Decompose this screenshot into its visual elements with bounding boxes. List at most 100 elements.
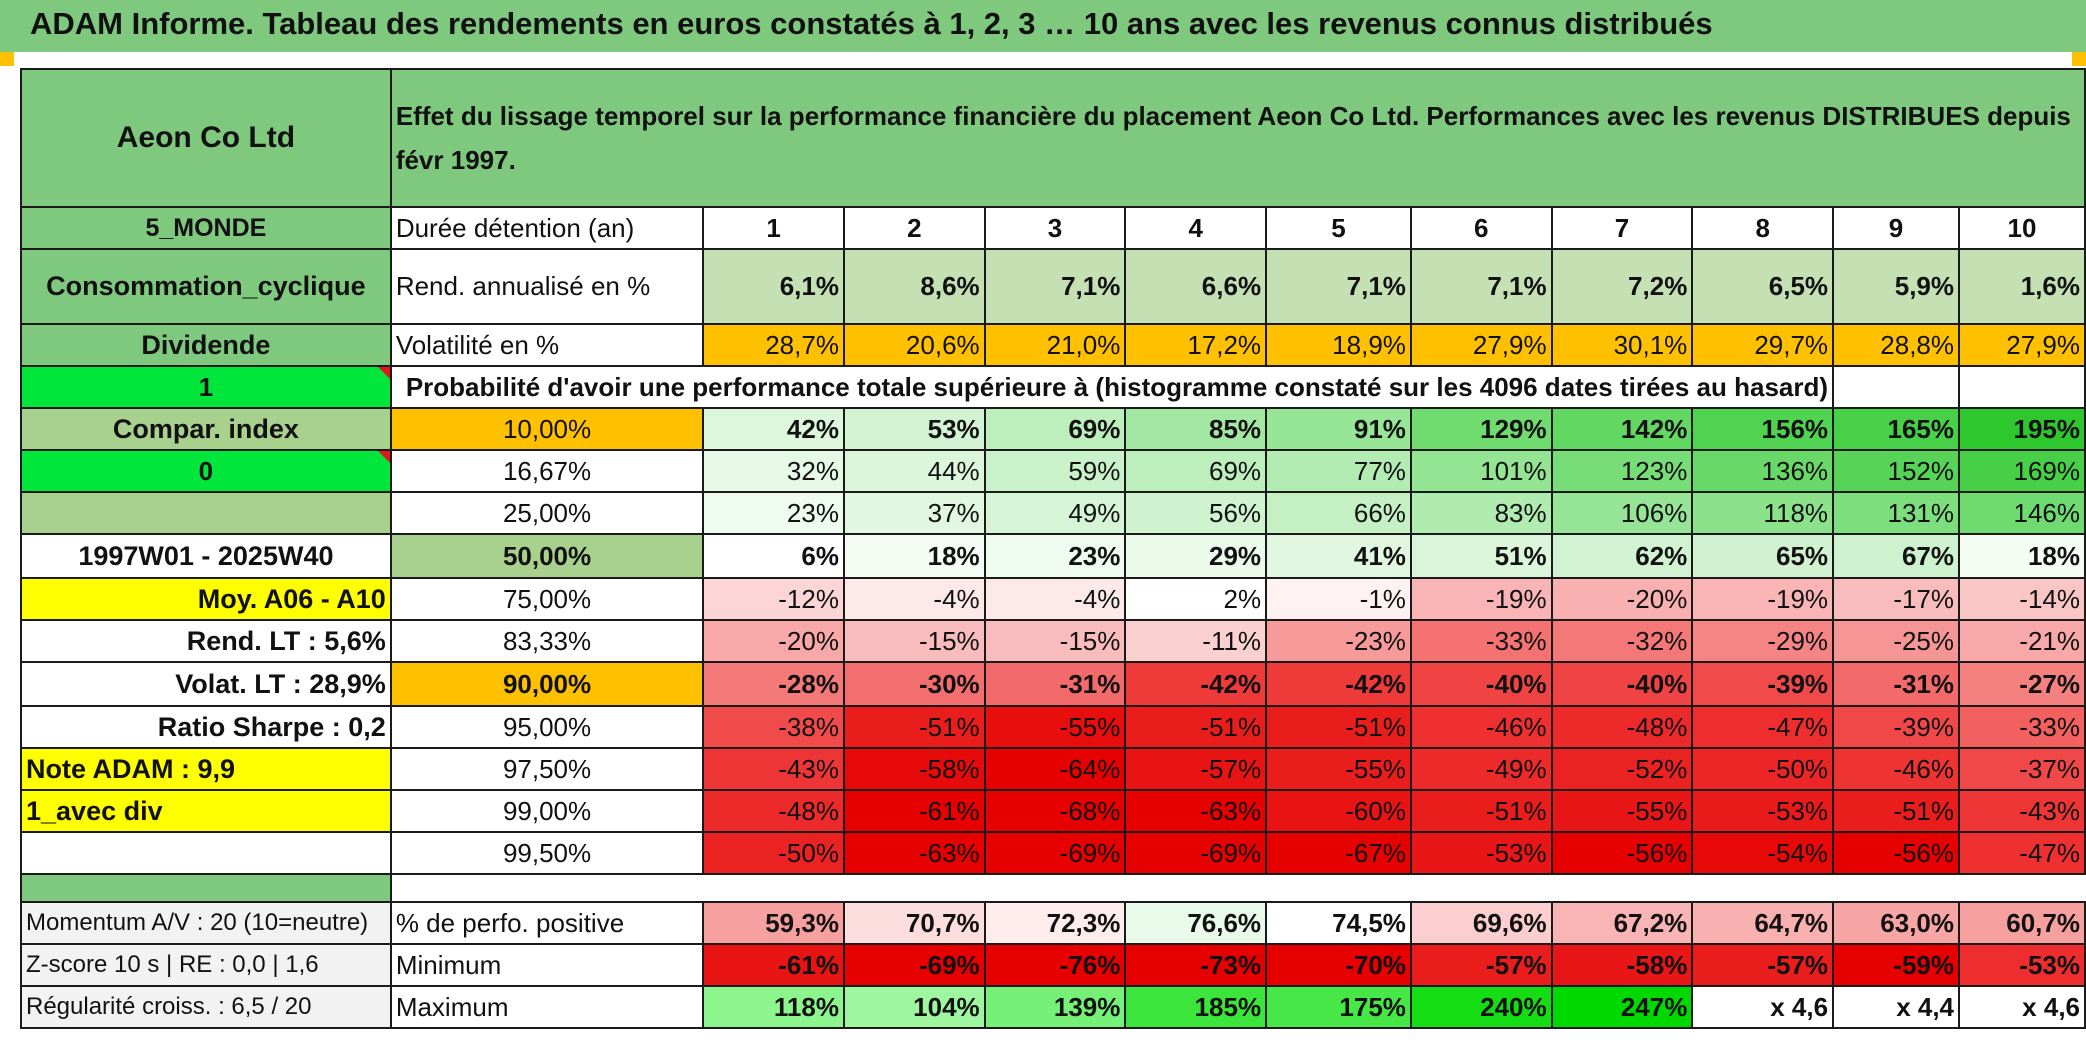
positive-cell: 69,6% [1409,901,1553,945]
quantile-label: 16,67% [389,449,705,493]
quantile-label: 97,50% [389,747,705,791]
quantile-label: 95,00% [389,705,705,749]
minimum-cell: -69% [842,943,986,987]
quantile-cell: -51% [1409,789,1553,833]
vol-cell: 21,0% [983,323,1127,367]
vol-cell: 28,7% [702,323,845,367]
minimum-cell: -76% [983,943,1127,987]
quantile-cell: -43% [702,747,845,791]
quantile-row: Moy. A06 - A10 75,00% -12% -4% -4% 2% -1… [20,577,2086,621]
empty-cell [1832,365,1961,409]
quantile-cell: 85% [1124,407,1268,451]
quantile-cell: -68% [983,789,1127,833]
quantile-cell: 77% [1265,449,1412,493]
quantile-cell: 56% [1124,491,1268,535]
quantile-cell: -55% [1265,747,1412,791]
quantile-cell: 66% [1265,491,1412,535]
vol-cell: 28,8% [1832,323,1961,367]
quantile-cell: 18% [1958,533,2086,579]
quantile-cell: -56% [1550,831,1694,875]
positive-cell: 72,3% [983,901,1127,945]
quantile-cell: 123% [1550,449,1694,493]
positive-cell: 60,7% [1958,901,2086,945]
quantile-cell: -20% [1550,577,1694,621]
quantile-cell: 101% [1409,449,1553,493]
quantile-cell: -29% [1691,619,1835,663]
empty-green-cell [20,491,392,535]
quantile-cell: -15% [842,619,986,663]
positive-cell: 63,0% [1832,901,1961,945]
quantile-cell: -52% [1550,747,1694,791]
minimum-cell: -57% [1409,943,1553,987]
quantile-cell: -51% [1832,789,1961,833]
quantile-cell: -55% [1550,789,1694,833]
quantile-cell: -39% [1691,661,1835,707]
quantile-cell: -63% [842,831,986,875]
quantile-cell: -63% [1124,789,1268,833]
quantile-cell: -69% [1124,831,1268,875]
quantile-cell: -42% [1124,661,1268,707]
rend-cell: 5,9% [1832,248,1961,325]
quantile-cell: 18% [842,533,986,579]
quantile-row: Ratio Sharpe : 0,2 95,00% -38% -51% -55%… [20,705,2086,749]
rend-cell: 6,6% [1124,248,1268,325]
year-header: 9 [1832,206,1961,250]
vol-cell: 18,9% [1265,323,1412,367]
momentum-label: Momentum A/V : 20 (10=neutre) [20,901,392,945]
quantile-cell: -67% [1265,831,1412,875]
quantile-row: Note ADAM : 9,9 97,50% -43% -58% -64% -5… [20,747,2086,791]
positive-label: % de perfo. positive [389,901,705,945]
maximum-cell: x 4,4 [1832,985,1961,1029]
quantile-cell: -61% [842,789,986,833]
minimum-cell: -58% [1550,943,1694,987]
corner-marker [0,52,14,66]
flag-cell-1[interactable]: 1 [20,365,392,409]
quantile-cell: -32% [1550,619,1694,663]
quantile-cell: 129% [1409,407,1553,451]
quantile-cell: -54% [1691,831,1835,875]
quantile-cell: 29% [1124,533,1268,579]
year-header: 4 [1124,206,1268,250]
quantile-cell: -48% [702,789,845,833]
positive-cell: 76,6% [1124,901,1268,945]
quantile-cell: -20% [702,619,845,663]
sector-label: Consommation_cyclique [20,248,392,325]
empty-cell [1958,365,2086,409]
quantile-cell: 83% [1409,491,1553,535]
flag-cell-0[interactable]: 0 [20,449,392,493]
positive-cell: 67,2% [1550,901,1694,945]
compar-label: Compar. index [20,407,392,451]
quantile-cell: -4% [842,577,986,621]
sharpe-label: Ratio Sharpe : 0,2 [20,705,392,749]
title-bar: ADAM Informe. Tableau des rendements en … [0,0,2086,52]
quantile-cell: -17% [1832,577,1961,621]
quantile-cell: -47% [1691,705,1835,749]
quantile-cell: 69% [1124,449,1268,493]
quantile-cell: -31% [1832,661,1961,707]
quantile-cell: -19% [1691,577,1835,621]
minimum-cell: -59% [1832,943,1961,987]
vol-cell: 27,9% [1958,323,2086,367]
quantile-cell: -60% [1265,789,1412,833]
quantile-label: 50,00% [389,533,705,579]
rend-cell: 8,6% [842,248,986,325]
quantile-row: 0 16,67% 32% 44% 59% 69% 77% 101% 123% 1… [20,449,2086,493]
quantile-cell: 118% [1691,491,1835,535]
maximum-cell: 175% [1265,985,1412,1029]
quantile-cell: -51% [1124,705,1268,749]
maximum-cell: x 4,6 [1958,985,2086,1029]
quantile-cell: -21% [1958,619,2086,663]
quantile-cell: -51% [842,705,986,749]
year-header: 8 [1691,206,1835,250]
minimum-label: Minimum [389,943,705,987]
separator-blank [390,873,2085,903]
positive-cell: 74,5% [1265,901,1412,945]
quantile-cell: 156% [1691,407,1835,451]
quantile-cell: -19% [1409,577,1553,621]
rend-cell: 1,6% [1958,248,2086,325]
quantile-cell: -46% [1832,747,1961,791]
vol-cell: 30,1% [1550,323,1694,367]
year-header: 6 [1409,206,1553,250]
quantile-cell: -39% [1832,705,1961,749]
quantile-cell: 169% [1958,449,2086,493]
